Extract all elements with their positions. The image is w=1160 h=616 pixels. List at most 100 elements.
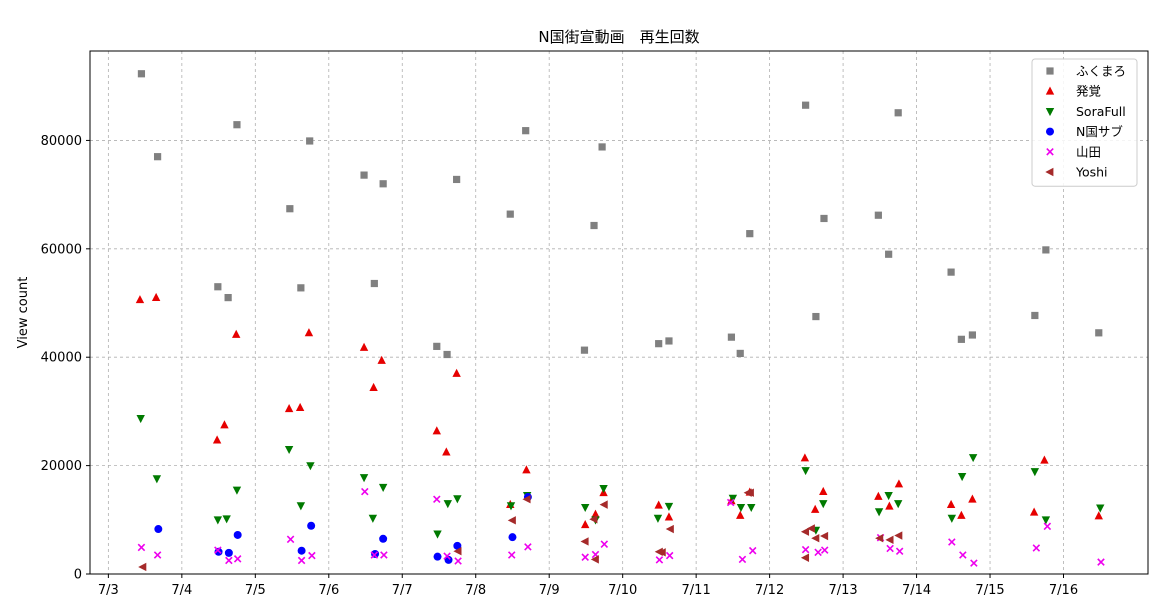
- x-tick-label: 7/16: [1049, 583, 1078, 598]
- data-point: [655, 340, 663, 348]
- y-tick-label: 20000: [41, 459, 82, 474]
- data-point: [748, 546, 757, 555]
- data-point: [522, 495, 531, 504]
- data-point: [151, 292, 161, 301]
- data-point: [443, 350, 451, 359]
- data-point: [600, 540, 609, 548]
- data-point: [433, 530, 442, 539]
- data-point: [507, 516, 516, 525]
- data-point: [894, 531, 903, 540]
- data-point: [874, 491, 883, 500]
- data-point: [947, 514, 957, 523]
- data-point: [380, 551, 388, 559]
- data-point: [728, 494, 738, 503]
- data-point: [590, 555, 599, 564]
- data-point: [946, 499, 956, 509]
- data-point: [443, 552, 451, 560]
- data-point: [522, 127, 530, 135]
- data-point: [506, 210, 514, 218]
- data-point: [212, 435, 222, 444]
- data-point: [746, 230, 754, 238]
- data-point: [581, 553, 589, 561]
- data-point: [657, 548, 666, 557]
- data-point: [297, 556, 306, 565]
- data-point: [874, 508, 884, 517]
- x-tick-label: 7/5: [245, 583, 266, 598]
- data-point: [1041, 516, 1051, 525]
- data-point: [959, 551, 967, 559]
- data-point: [811, 534, 820, 543]
- legend-label: SoraFull: [1076, 104, 1126, 119]
- data-point: [286, 535, 295, 544]
- data-point: [968, 331, 977, 339]
- data-point: [233, 121, 241, 129]
- data-point: [747, 503, 756, 513]
- data-point: [522, 465, 531, 474]
- data-point: [153, 153, 162, 161]
- data-point: [801, 545, 810, 554]
- data-point: [886, 544, 894, 553]
- data-point: [135, 295, 145, 304]
- data-point: [306, 137, 314, 145]
- data-point: [598, 143, 606, 151]
- data-point: [819, 486, 828, 496]
- data-point: [297, 546, 306, 555]
- data-point: [220, 420, 229, 429]
- data-point: [432, 426, 441, 435]
- data-point: [361, 487, 369, 496]
- data-point: [233, 530, 242, 539]
- data-point: [1032, 544, 1041, 552]
- data-point: [812, 312, 820, 321]
- data-point: [137, 543, 146, 552]
- data-point: [524, 543, 532, 551]
- x-tick-label: 7/9: [539, 583, 560, 598]
- data-point: [885, 501, 894, 510]
- data-point: [800, 527, 810, 536]
- data-point: [370, 279, 378, 288]
- data-point: [820, 546, 829, 554]
- data-point: [213, 516, 223, 525]
- data-point: [580, 537, 589, 546]
- data-point: [138, 562, 147, 572]
- chart-title: N国街宣動画 再生回数: [538, 28, 699, 46]
- data-point: [1095, 329, 1103, 337]
- data-point: [968, 454, 978, 463]
- data-point: [820, 214, 828, 223]
- data-point: [745, 488, 754, 497]
- data-point: [581, 519, 590, 529]
- data-point: [727, 333, 736, 341]
- data-point: [599, 484, 608, 494]
- data-point: [304, 328, 314, 337]
- data-point: [152, 475, 162, 484]
- y-tick-label: 80000: [41, 134, 82, 149]
- data-point: [894, 109, 902, 117]
- data-point: [222, 515, 231, 524]
- data-point: [296, 502, 306, 511]
- data-point: [970, 559, 978, 567]
- data-point: [232, 329, 241, 338]
- legend-marker: [1046, 127, 1054, 136]
- data-point: [874, 211, 882, 219]
- plot-area: [89, 50, 1149, 575]
- data-point: [453, 495, 462, 504]
- data-point: [665, 524, 674, 534]
- data-point: [1043, 522, 1052, 531]
- data-point: [895, 547, 904, 556]
- data-point: [820, 531, 829, 541]
- data-point: [810, 504, 820, 513]
- data-point: [454, 557, 462, 565]
- data-point: [433, 495, 441, 503]
- data-point: [885, 250, 893, 258]
- data-point: [884, 492, 893, 501]
- legend-marker: [1045, 86, 1055, 95]
- data-point: [894, 479, 904, 488]
- data-point: [359, 474, 369, 483]
- x-tick-label: 7/14: [902, 583, 931, 598]
- data-point: [232, 486, 242, 495]
- data-point: [948, 538, 956, 546]
- data-point: [736, 510, 745, 519]
- data-point: [806, 524, 815, 533]
- data-point: [284, 403, 294, 413]
- data-point: [875, 534, 884, 543]
- x-tick-label: 7/7: [392, 583, 413, 598]
